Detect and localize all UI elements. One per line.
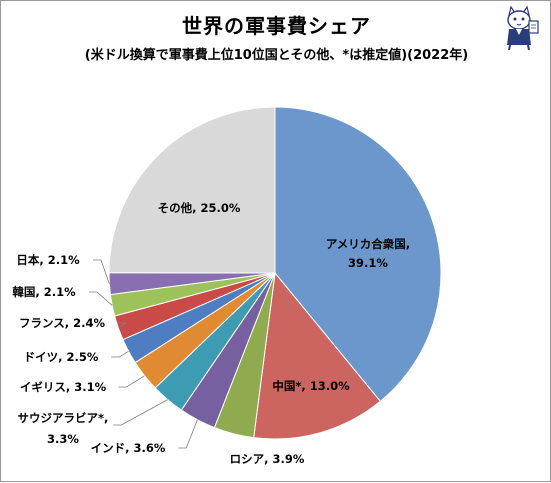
chart-subtitle: (米ドル換算で軍事費上位10位国とその他、*は推定値)(2022年): [84, 48, 469, 63]
leader-line-ドイツ: [111, 350, 129, 358]
cat-mascot-icon: [507, 5, 539, 51]
data-label-ドイツ: ドイツ, 2.5%: [24, 350, 99, 364]
data-value-サウジアラビア: 3.3%: [47, 432, 79, 446]
data-value-アメリカ合衆国: 39.1%: [348, 256, 388, 270]
leader-line-日本: [93, 259, 110, 284]
data-label-サウジアラビア: サウジアラビア*,: [18, 411, 109, 425]
data-label-韓国: 韓国, 2.1%: [12, 285, 76, 299]
leader-line-サウジアラビア: [113, 399, 168, 426]
data-label-フランス: フランス, 2.4%: [19, 316, 106, 330]
data-label-イギリス: イギリス, 3.1%: [20, 380, 107, 394]
data-label-アメリカ合衆国: アメリカ合衆国,: [326, 237, 410, 251]
pie-slice-1: [253, 271, 382, 440]
data-label-インド: インド, 3.6%: [91, 441, 166, 455]
leader-line-フランス: [117, 322, 127, 329]
chart-title: 世界の軍事費シェア: [182, 14, 371, 38]
data-label-ロシア: ロシア, 3.9%: [230, 452, 305, 466]
leader-line-インド: [178, 419, 198, 449]
leader-line-イギリス: [118, 375, 145, 388]
data-label-日本: 日本, 2.1%: [16, 253, 80, 267]
data-label-その他: その他, 25.0%: [158, 201, 241, 215]
leader-line-韓国: [89, 291, 113, 306]
pie-slice-10: [108, 106, 276, 274]
data-label-中国: 中国*, 13.0%: [272, 379, 350, 393]
pie-slice-0: [274, 106, 442, 403]
